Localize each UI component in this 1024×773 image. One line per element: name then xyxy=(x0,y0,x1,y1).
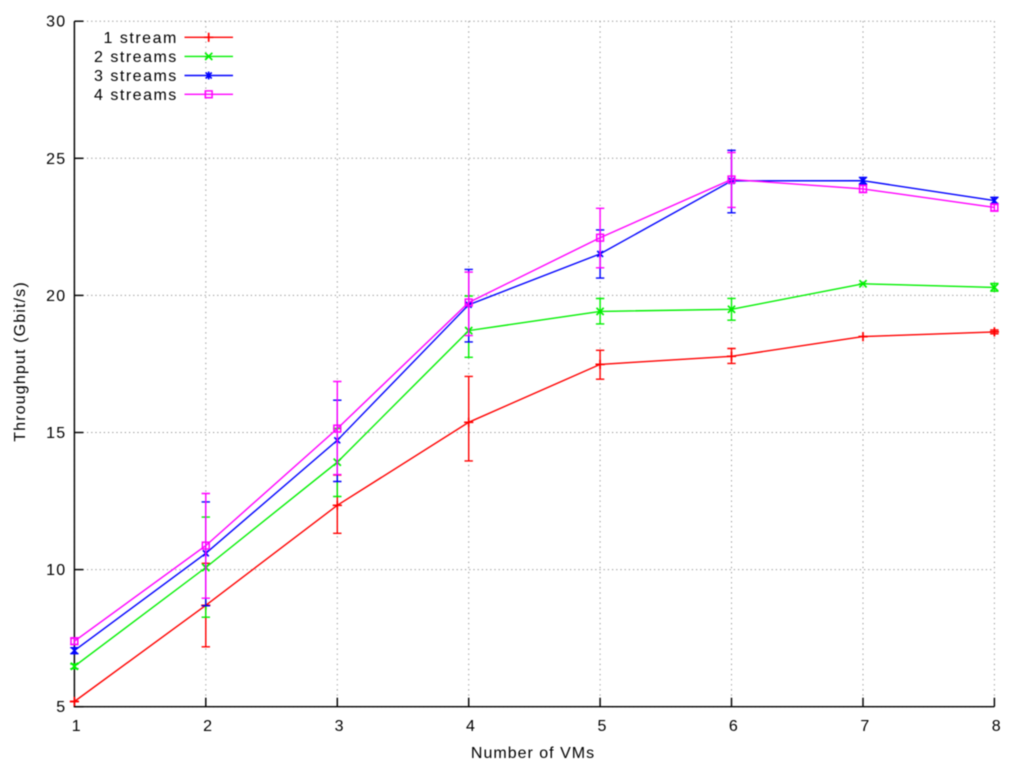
svg-text:4: 4 xyxy=(466,718,475,735)
svg-text:Number of VMs: Number of VMs xyxy=(471,745,595,762)
svg-text:20: 20 xyxy=(46,288,66,305)
svg-text:4 streams: 4 streams xyxy=(94,87,178,104)
svg-text:5: 5 xyxy=(597,718,606,735)
svg-text:25: 25 xyxy=(46,151,66,168)
svg-text:10: 10 xyxy=(46,562,66,579)
svg-text:2: 2 xyxy=(203,718,212,735)
svg-text:15: 15 xyxy=(46,425,66,442)
svg-text:30: 30 xyxy=(46,14,66,31)
svg-text:5: 5 xyxy=(56,699,66,716)
svg-text:7: 7 xyxy=(860,718,869,735)
svg-text:8: 8 xyxy=(992,718,1001,735)
svg-text:Throughput (Gbit/s): Throughput (Gbit/s) xyxy=(12,281,29,442)
svg-text:3: 3 xyxy=(335,718,344,735)
svg-text:3 streams: 3 streams xyxy=(94,68,178,85)
svg-text:6: 6 xyxy=(729,718,738,735)
svg-text:1 stream: 1 stream xyxy=(104,30,178,47)
svg-text:2 streams: 2 streams xyxy=(94,49,178,66)
svg-text:1: 1 xyxy=(72,718,81,735)
